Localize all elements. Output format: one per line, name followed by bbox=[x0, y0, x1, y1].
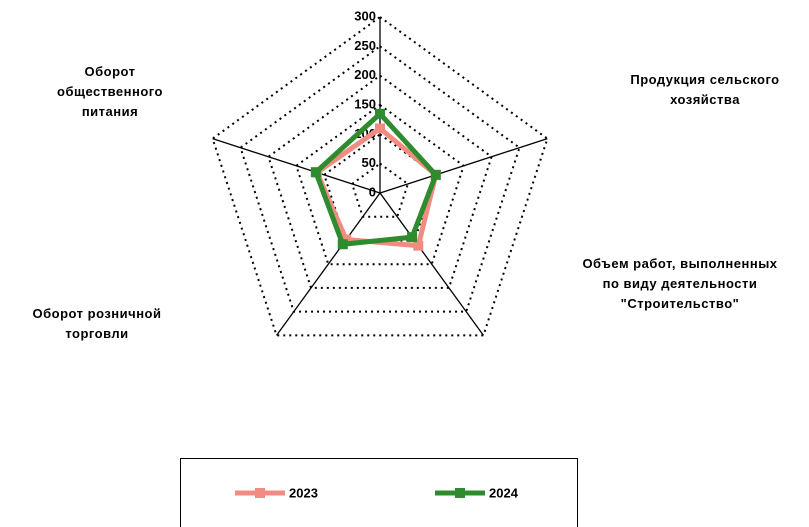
marker bbox=[337, 239, 348, 250]
marker bbox=[310, 167, 321, 178]
axis-line bbox=[379, 192, 484, 336]
r-tick-label: 300 bbox=[354, 8, 376, 23]
marker bbox=[375, 123, 385, 134]
legend-marker bbox=[455, 488, 465, 498]
marker bbox=[407, 232, 418, 243]
r-tick-label: 200 bbox=[354, 67, 376, 82]
category-label: Продукция сельского хозяйства bbox=[630, 72, 780, 107]
grid-ring bbox=[267, 74, 493, 289]
legend-label: 2024 bbox=[489, 485, 519, 500]
axis-line bbox=[212, 137, 381, 194]
axis-line bbox=[276, 192, 381, 336]
r-tick-label: 150 bbox=[354, 96, 376, 111]
marker bbox=[375, 108, 385, 119]
r-tick-label: 250 bbox=[354, 38, 376, 53]
category-label: Оборот общественного питания bbox=[57, 64, 163, 119]
legend-marker bbox=[255, 488, 265, 498]
r-tick-label: 0 bbox=[369, 184, 376, 199]
grid-ring bbox=[211, 15, 549, 337]
category-label: Оборот розничной торговли bbox=[32, 306, 162, 341]
axis-line bbox=[379, 137, 548, 194]
marker bbox=[413, 240, 424, 251]
r-tick-label: 50 bbox=[362, 155, 376, 170]
series-line bbox=[312, 110, 439, 247]
marker bbox=[430, 169, 441, 180]
legend-label: 2023 bbox=[289, 485, 318, 500]
grid-ring bbox=[295, 103, 465, 266]
category-label: Объем работ, выполненных по виду деятель… bbox=[582, 256, 778, 311]
